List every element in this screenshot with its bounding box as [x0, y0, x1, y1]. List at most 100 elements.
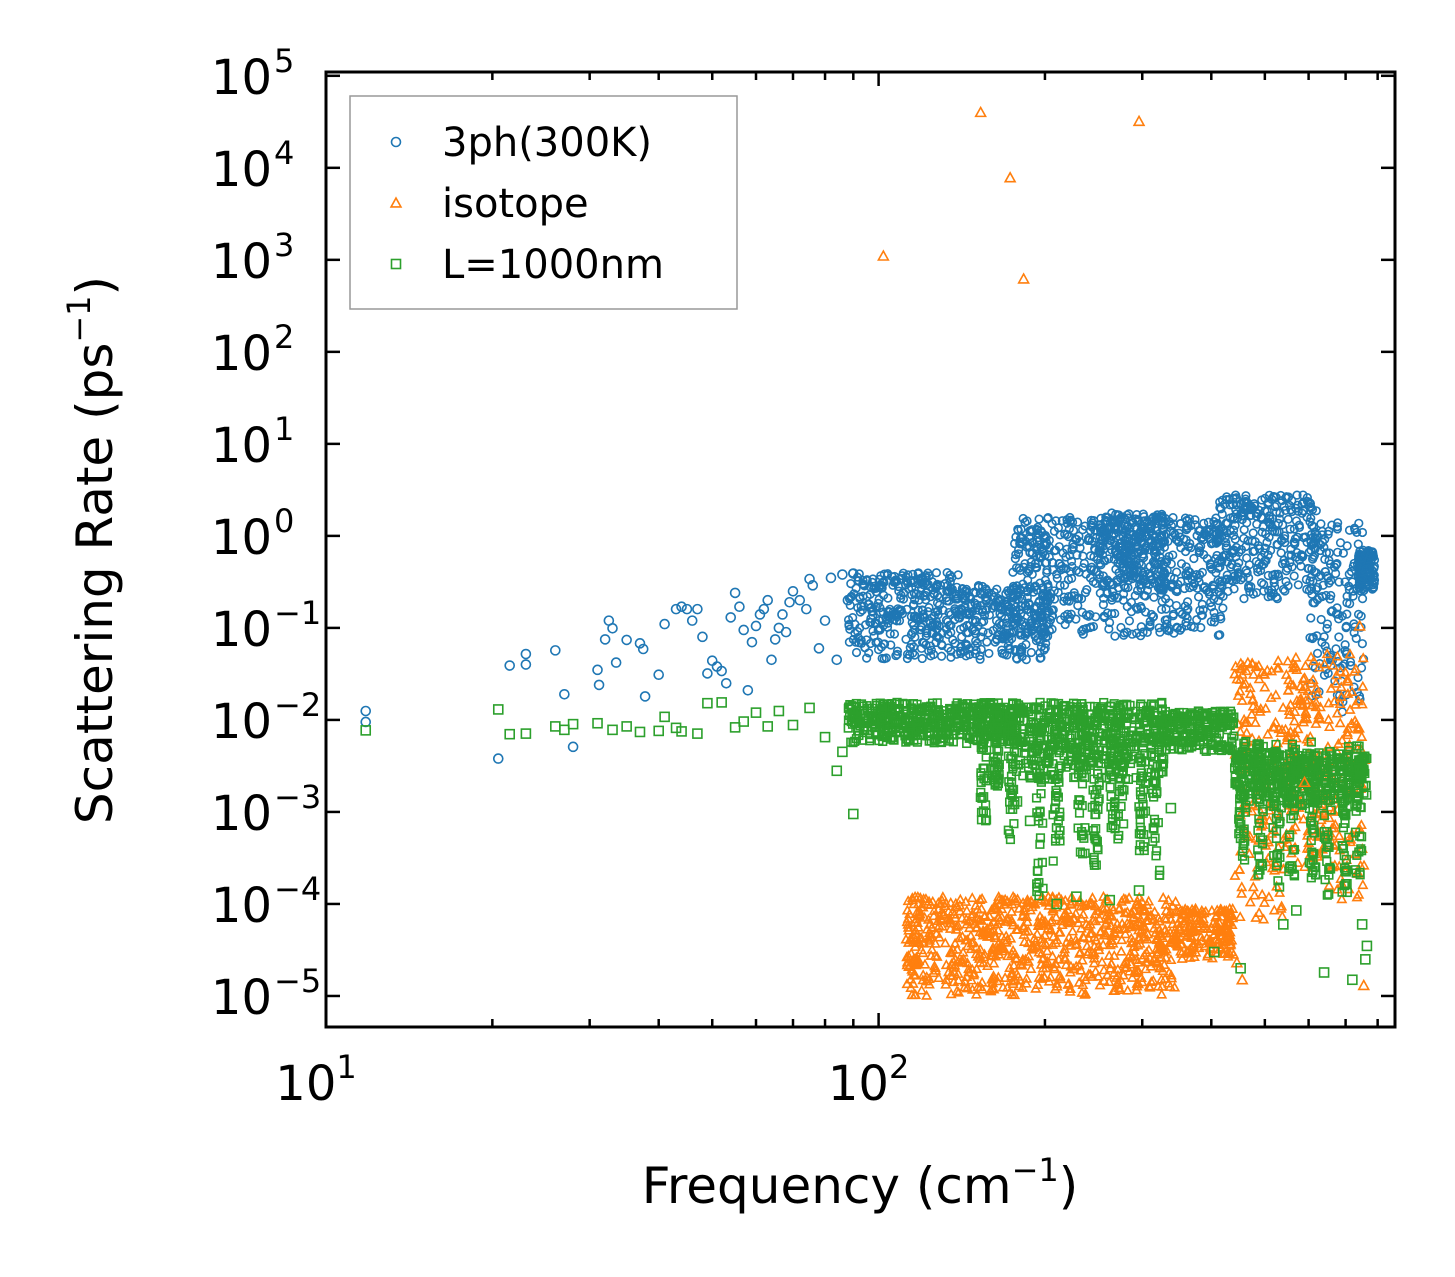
band-point [861, 635, 872, 645]
band-point [956, 603, 966, 614]
band-point [1035, 653, 1045, 663]
band-point [941, 615, 952, 625]
band-point [1089, 565, 1099, 575]
band-point [904, 584, 914, 594]
band-point [926, 645, 936, 655]
band-point [997, 648, 1007, 658]
band-point [909, 650, 920, 660]
band-point [971, 617, 981, 627]
band-point [1006, 585, 1016, 595]
band-point [866, 602, 876, 612]
band-point [944, 573, 954, 583]
band-point [844, 637, 854, 647]
band-point [961, 584, 972, 594]
data-bands [843, 490, 1380, 1000]
band-point [904, 650, 915, 660]
band-point [1104, 624, 1114, 634]
band-point [846, 579, 856, 589]
band-point [923, 606, 933, 617]
band-point [901, 634, 911, 644]
band-point [922, 587, 932, 597]
band-point [1017, 619, 1027, 630]
band-point [946, 627, 956, 638]
band-point [920, 578, 930, 588]
band-point [1110, 631, 1120, 641]
band-point [970, 641, 980, 651]
band-point [844, 621, 854, 631]
band-point [858, 575, 868, 586]
band-point [889, 629, 900, 639]
band-point [873, 598, 883, 608]
band-point [901, 575, 912, 586]
band-point [855, 594, 865, 604]
band-point [971, 629, 981, 639]
band-point [930, 620, 940, 630]
band-point [909, 599, 919, 609]
band-point [993, 593, 1003, 604]
band-point [910, 595, 920, 605]
band-point [894, 605, 905, 615]
band-point [941, 592, 951, 603]
band-point [936, 639, 947, 649]
band-point [975, 654, 985, 664]
band-point [957, 583, 967, 594]
band-point [853, 603, 863, 613]
band-point [937, 628, 947, 638]
band-point [882, 622, 893, 632]
band-point [917, 653, 927, 664]
band-point [1000, 614, 1010, 624]
band-point [1037, 624, 1047, 634]
band-point [931, 568, 942, 578]
band-point [866, 613, 876, 623]
band-point [892, 616, 902, 626]
band-point [947, 584, 957, 594]
band-point [982, 593, 993, 604]
band-point [957, 610, 967, 620]
band-point [926, 651, 936, 661]
band-point [928, 622, 938, 632]
band-point [922, 628, 932, 638]
band-point [850, 628, 860, 638]
band-point [1026, 647, 1036, 658]
band-point [988, 626, 998, 636]
band-point [917, 578, 927, 588]
band-point [916, 643, 927, 653]
band-point [942, 586, 952, 596]
band-point [891, 575, 901, 585]
band-point [946, 646, 956, 656]
band-point [967, 606, 978, 617]
band-point [1034, 598, 1044, 608]
band-point [991, 616, 1002, 626]
band-point [1001, 597, 1011, 607]
band-point [910, 632, 920, 642]
band-point [983, 628, 993, 638]
band-point [1010, 646, 1020, 656]
band-point [1182, 597, 1193, 607]
band-point [917, 637, 928, 647]
band-point [1012, 581, 1022, 591]
band-point [982, 637, 992, 647]
band-point [913, 613, 923, 624]
band-point [873, 645, 884, 655]
band-point [898, 568, 908, 578]
band-point [874, 594, 884, 605]
series-band-0 [843, 490, 1380, 717]
band-point [892, 646, 903, 656]
band-point [877, 582, 887, 592]
band-point [903, 570, 913, 580]
band-point [851, 647, 862, 658]
band-point [886, 640, 896, 650]
band-point [984, 648, 994, 659]
band-point [862, 653, 872, 663]
band-point [943, 617, 953, 627]
band-point [952, 594, 962, 604]
band-point [859, 581, 870, 591]
band-point [999, 632, 1009, 643]
band-point [868, 574, 878, 584]
band-point [891, 650, 901, 661]
band-point [1001, 631, 1012, 641]
band-point [959, 646, 970, 656]
band-point [855, 623, 865, 633]
band-point [1017, 645, 1027, 655]
